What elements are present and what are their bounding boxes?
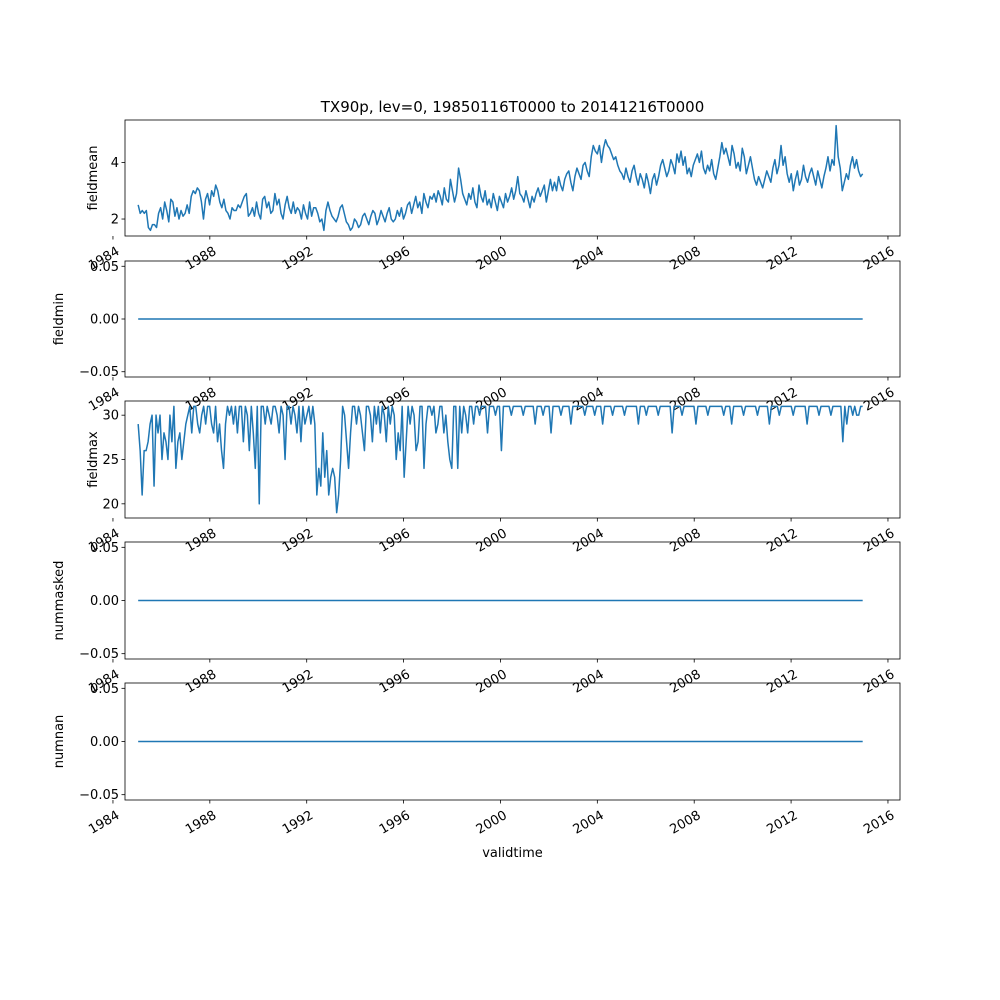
chart-title: TX90p, lev=0, 19850116T0000 to 20141216T…	[320, 98, 704, 116]
nummasked-axis-label: nummasked	[52, 561, 67, 641]
fieldmean-axis-label: fieldmean	[86, 146, 101, 211]
fieldmean-series-line	[137, 124, 864, 232]
numnan-ytick-label: −0.05	[79, 788, 119, 803]
numnan-ytick-label: 0.00	[90, 735, 119, 750]
fieldmax-ytick-label: 30	[102, 409, 119, 424]
fieldmin-axis-label: fieldmin	[52, 293, 67, 346]
fieldmax-ytick-label: 20	[102, 497, 119, 512]
fieldmax-series-line	[137, 405, 863, 514]
numnan-ytick-label: 0.05	[90, 682, 119, 697]
x-axis-label: validtime	[482, 846, 543, 861]
fieldmax-ytick-label: 25	[102, 453, 119, 468]
nummasked-ytick-label: 0.05	[90, 541, 119, 556]
nummasked-ytick-label: 0.00	[90, 594, 119, 609]
fieldmin-ytick-label: −0.05	[79, 365, 119, 380]
fieldmean-axes-frame	[124, 119, 901, 237]
fieldmin-ytick-label: 0.05	[90, 260, 119, 275]
numnan-axis-label: numnan	[52, 715, 67, 769]
fieldmin-ytick-label: 0.00	[90, 313, 119, 328]
fieldmax-axis-label: fieldmax	[86, 431, 101, 488]
nummasked-ytick-label: −0.05	[79, 647, 119, 662]
fieldmean-ytick-label: 4	[111, 156, 119, 171]
fieldmean-ytick-label: 2	[111, 213, 119, 228]
